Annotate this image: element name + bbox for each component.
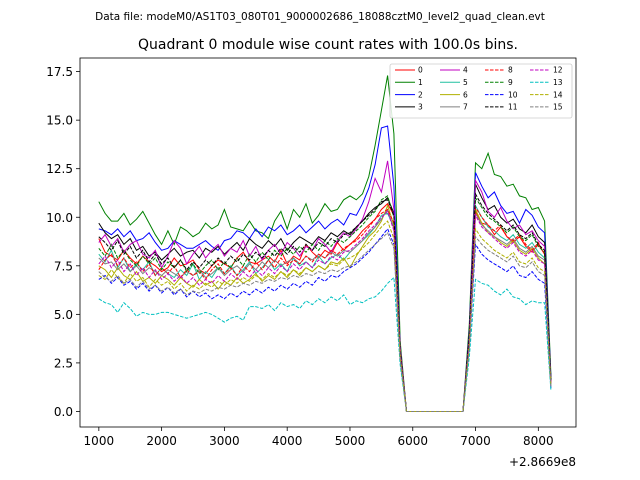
y-tick-label: 5.0 <box>54 308 73 322</box>
series-line-11 <box>98 192 552 412</box>
y-tick-label: 12.5 <box>46 162 73 176</box>
x-tick-label: 4000 <box>272 434 303 448</box>
x-axis: 1000 2000 3000 4000 5000 6000 7000 8000 <box>84 427 554 448</box>
legend-label-0: 0 <box>418 66 423 75</box>
legend-frame <box>389 63 573 119</box>
series-line-15 <box>98 231 552 412</box>
legend-label-2: 2 <box>418 90 423 99</box>
x-tick-label: 3000 <box>209 434 240 448</box>
legend-label-13: 13 <box>553 78 563 87</box>
y-tick-label: 15.0 <box>46 114 73 128</box>
x-tick-label: 1000 <box>84 434 115 448</box>
legend-label-1: 1 <box>418 78 423 87</box>
series-line-13 <box>98 276 552 412</box>
axes-frame <box>79 57 577 428</box>
legend-label-6: 6 <box>463 90 468 99</box>
series-line-1 <box>98 75 552 412</box>
series-line-10 <box>98 227 552 412</box>
y-tick-label: 2.5 <box>54 356 73 370</box>
legend-label-12: 12 <box>553 66 563 75</box>
legend-label-10: 10 <box>508 90 518 99</box>
x-tick-label: 8000 <box>523 434 554 448</box>
legend-label-5: 5 <box>463 78 468 87</box>
x-axis-offset-label: +2.8669e8 <box>509 455 576 469</box>
x-tick-label: 5000 <box>335 434 366 448</box>
y-axis: 0.0 2.5 5.0 7.5 10.0 12.5 15.0 17.5 <box>46 65 80 419</box>
series-line-4 <box>98 160 552 412</box>
chart-title: Quadrant 0 module wise count rates with … <box>138 37 518 53</box>
y-tick-label: 0.0 <box>54 405 73 419</box>
series-layer <box>98 75 552 412</box>
series-line-12 <box>98 210 552 412</box>
series-line-14 <box>98 220 552 412</box>
legend-label-3: 3 <box>418 103 423 112</box>
legend-label-7: 7 <box>463 103 468 112</box>
legend-label-15: 15 <box>553 103 563 112</box>
legend-label-9: 9 <box>508 78 513 87</box>
x-tick-label: 7000 <box>460 434 491 448</box>
figure-suptitle: Data file: modeM0/AS1T03_080T01_90000026… <box>95 11 545 23</box>
x-tick-label: 2000 <box>146 434 177 448</box>
legend-label-14: 14 <box>553 90 563 99</box>
legend-label-8: 8 <box>508 66 513 75</box>
y-tick-label: 17.5 <box>46 65 73 79</box>
plot-area <box>79 57 577 428</box>
y-tick-label: 7.5 <box>54 259 73 273</box>
legend-label-4: 4 <box>463 66 468 75</box>
y-tick-label: 10.0 <box>46 211 73 225</box>
x-tick-label: 6000 <box>397 434 428 448</box>
legend-label-11: 11 <box>508 103 518 112</box>
